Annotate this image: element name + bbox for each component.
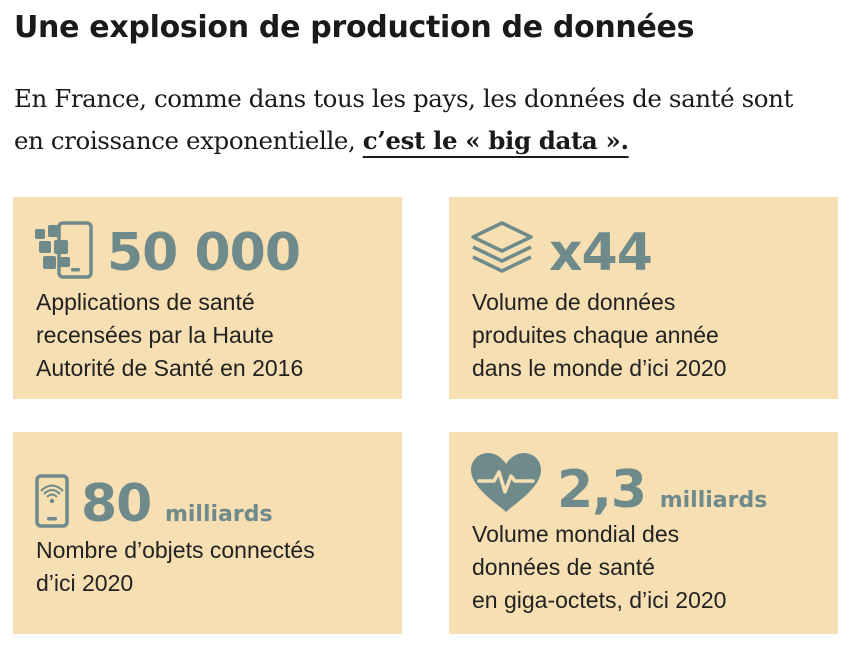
stat-value-health-data: 2,3 milliards xyxy=(557,460,767,520)
stat-value-apps: 50 000 xyxy=(107,223,301,283)
stat-card-data-volume: x44 Volume de données produites chaque a… xyxy=(449,197,838,399)
stat-number: 80 xyxy=(81,474,152,534)
desc-line: Volume mondial des xyxy=(472,521,680,547)
stat-number: 50 000 xyxy=(107,223,301,283)
stat-number: x44 xyxy=(549,223,653,283)
desc-line: Autorité de Santé en 2016 xyxy=(36,355,304,381)
heart-pulse-icon xyxy=(471,453,541,512)
desc-line: Volume de données xyxy=(472,289,676,315)
intro-paragraph: En France, comme dans tous les pays, les… xyxy=(14,78,844,162)
intro-line-2-prefix: en croissance exponentielle, xyxy=(14,126,363,155)
desc-line: Nombre d’objets connectés xyxy=(36,537,315,563)
stat-number: 2,3 xyxy=(557,460,647,520)
intro-line-2: en croissance exponentielle, c’est le « … xyxy=(14,120,844,162)
page-title: Une explosion de production de données xyxy=(14,10,695,45)
desc-line: en giga-octets, d’ici 2020 xyxy=(472,587,727,613)
stat-unit: milliards xyxy=(164,502,273,527)
desc-line: dans le monde d’ici 2020 xyxy=(472,355,727,381)
stat-description-health-data: Volume mondial des données de santé en g… xyxy=(472,518,726,617)
stat-description-apps: Applications de santé recensées par la H… xyxy=(36,286,303,385)
desc-line: Applications de santé xyxy=(36,289,255,315)
desc-line: d’ici 2020 xyxy=(36,570,134,596)
intro-line-1: En France, comme dans tous les pays, les… xyxy=(14,84,793,113)
stat-unit: milliards xyxy=(659,488,768,513)
stat-card-health-data: 2,3 milliards Volume mondial des données… xyxy=(449,432,838,634)
stat-card-apps: 50 000 Applications de santé recensées p… xyxy=(13,197,402,399)
stat-description-data-volume: Volume de données produites chaque année… xyxy=(472,286,726,385)
stat-description-connected-objects: Nombre d’objets connectés d’ici 2020 xyxy=(36,534,315,600)
stat-value-data-volume: x44 xyxy=(549,223,653,283)
layers-stack-icon xyxy=(471,221,533,273)
stat-card-connected-objects: 80 milliards Nombre d’objets connectés d… xyxy=(13,432,402,634)
smartphone-apps-icon xyxy=(35,221,93,279)
smartphone-wifi-icon xyxy=(35,474,69,528)
desc-line: produites chaque année xyxy=(472,322,719,348)
stat-value-connected-objects: 80 milliards xyxy=(81,474,273,534)
desc-line: recensées par la Haute xyxy=(36,322,274,348)
big-data-link[interactable]: c’est le « big data ». xyxy=(362,126,629,155)
desc-line: données de santé xyxy=(472,554,655,580)
